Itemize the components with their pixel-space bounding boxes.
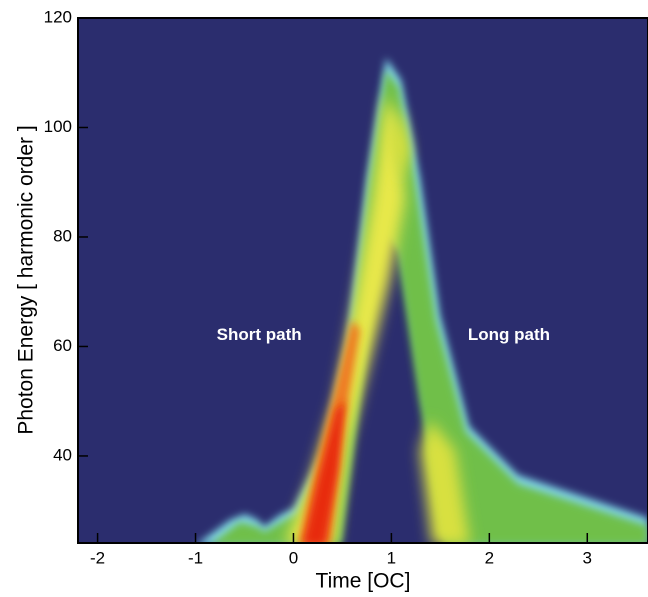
x-tick-label: -1 (188, 548, 203, 567)
axes (77, 17, 648, 544)
y-tick-label: 100 (44, 117, 72, 136)
x-tick-label: 3 (583, 548, 592, 567)
x-tick-label: -2 (90, 548, 105, 567)
annotation: Short path (217, 325, 302, 344)
y-tick-label: 60 (53, 336, 72, 355)
x-tick-label: 0 (289, 548, 298, 567)
intensity-field (198, 58, 648, 543)
y-tick-label: 120 (44, 7, 72, 26)
annotation: Long path (468, 325, 550, 344)
y-tick-label: 40 (53, 445, 72, 464)
y-tick-label: 80 (53, 226, 72, 245)
x-tick-label: 2 (485, 548, 494, 567)
plot-frame (77, 17, 648, 544)
x-axis-label: Time [OC] (316, 570, 411, 593)
y-axis-label: Photon Energy [ harmonic order ] (15, 125, 38, 434)
x-tick-label: 1 (387, 548, 396, 567)
